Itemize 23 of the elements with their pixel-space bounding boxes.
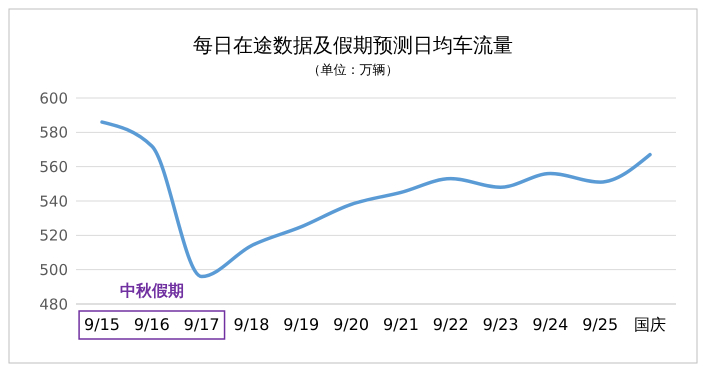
y-tick-label: 580 (39, 124, 68, 142)
x-tick-label: 9/23 (482, 315, 519, 334)
x-tick-label: 9/24 (532, 315, 568, 334)
x-tick-label: 国庆 (634, 315, 666, 334)
x-tick-label: 9/19 (283, 315, 320, 334)
x-tick-label: 9/16 (134, 315, 170, 334)
chart-subtitle: （单位：万辆） (308, 63, 398, 78)
x-tick-label: 9/25 (582, 315, 618, 334)
x-tick-label: 9/17 (184, 315, 220, 334)
y-tick-label: 540 (39, 192, 68, 210)
x-tick-label: 9/18 (233, 315, 270, 334)
y-tick-label: 560 (39, 158, 68, 176)
y-tick-label: 600 (39, 89, 68, 108)
y-tick-label: 520 (39, 226, 68, 245)
y-tick-label: 480 (39, 295, 68, 314)
x-tick-label: 9/22 (432, 315, 469, 334)
x-tick-label: 9/21 (382, 315, 419, 334)
line-series (100, 120, 652, 278)
chart-title: 每日在途数据及假期预测日均车流量 (193, 33, 513, 57)
annotation: 中秋假期 (120, 281, 184, 300)
x-tick-label: 9/20 (333, 315, 370, 334)
x-tick-label: 9/15 (84, 315, 120, 334)
y-tick-label: 500 (39, 260, 68, 279)
